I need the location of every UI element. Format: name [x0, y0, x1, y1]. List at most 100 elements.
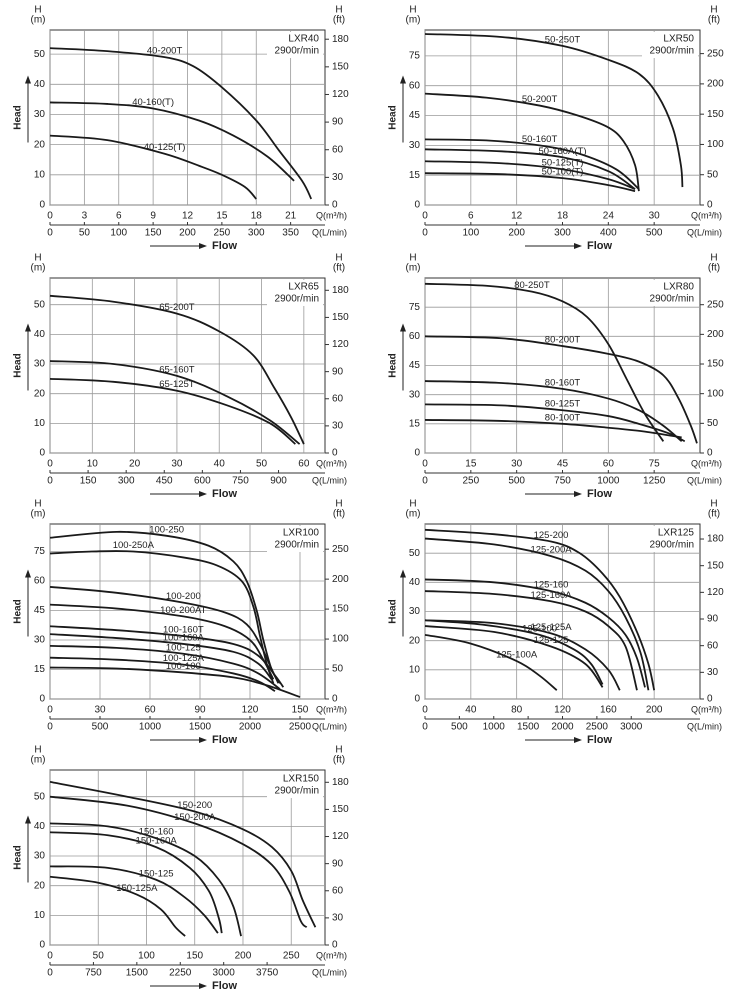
y-tick-label: 0	[39, 940, 45, 951]
x-axis-arrowhead	[199, 243, 207, 249]
pump-curve	[49, 656, 276, 692]
pump-curve	[424, 138, 640, 190]
x-axis-title: Flow	[587, 488, 612, 500]
y-axis-title: Head	[13, 845, 24, 869]
pump-curve	[424, 160, 636, 190]
x-axis-arrowhead	[574, 491, 582, 497]
x-tick-label: 12	[182, 211, 194, 222]
y-tick-label: 30	[409, 606, 421, 617]
pump-curve	[424, 578, 646, 688]
y-tick-label: 30	[409, 389, 421, 400]
x2-tick-label: 0	[422, 228, 428, 239]
y2-tick-label: 0	[332, 448, 338, 459]
y2-tick-label: 90	[707, 614, 719, 625]
y-tick-label: 10	[34, 418, 46, 429]
y2-unit: (ft)	[708, 15, 720, 26]
y2-tick-label: 250	[707, 299, 724, 310]
chart-title: LXR125	[658, 528, 695, 539]
x-axis-unit-label: Q(m³/h)	[691, 458, 722, 468]
x-tick-label: 45	[557, 459, 569, 470]
y2-tick-label: 150	[707, 359, 724, 370]
y2-tick-label: 0	[332, 694, 338, 705]
pump-curve	[49, 47, 313, 200]
chart-title: LXR100	[283, 528, 320, 539]
y-tick-label: 0	[414, 200, 420, 211]
x2-tick-label: 1000	[139, 722, 162, 733]
chart-subtitle: 2900r/min	[650, 46, 694, 57]
y2-tick-label: 0	[707, 448, 713, 459]
x-tick-label: 6	[116, 211, 122, 222]
y2-tick-label: 100	[332, 634, 349, 645]
y2-tick-label: 0	[332, 200, 338, 211]
y2-tick-label: 90	[332, 117, 344, 128]
x2-tick-label: 250	[462, 476, 479, 487]
y-tick-label: 0	[39, 200, 45, 211]
y-axis-arrowhead	[25, 569, 31, 578]
x2-tick-label: 1000	[483, 722, 506, 733]
pump-curve	[49, 294, 305, 445]
y-axis-arrowhead	[25, 75, 31, 84]
x-tick-label: 18	[251, 211, 263, 222]
pump-curve	[49, 377, 296, 445]
pump-curve	[49, 550, 275, 684]
x-tick-label: 60	[298, 459, 310, 470]
x2-tick-label: 3000	[620, 722, 643, 733]
y2-tick-label: 100	[707, 139, 724, 150]
y-tick-label: 45	[34, 605, 46, 616]
curve-label: 100-160T	[163, 625, 204, 636]
y2-tick-label: 0	[332, 940, 338, 951]
x-tick-label: 50	[93, 951, 105, 962]
x-tick-label: 15	[216, 211, 228, 222]
x-tick-label: 3	[82, 211, 88, 222]
x-tick-label: 18	[557, 211, 569, 222]
x2-tick-label: 250	[214, 228, 231, 239]
y-tick-label: 10	[34, 910, 46, 921]
y-tick-label: 50	[34, 49, 46, 60]
pump-curve	[49, 633, 273, 680]
x2-tick-label: 1000	[597, 476, 620, 487]
x-tick-label: 200	[235, 951, 252, 962]
y-tick-label: 30	[409, 140, 421, 151]
x2-tick-label: 350	[282, 228, 299, 239]
x-axis-title: Flow	[587, 240, 612, 252]
x2-tick-label: 900	[270, 476, 287, 487]
x-tick-label: 250	[283, 951, 300, 962]
y-tick-label: 45	[409, 110, 421, 121]
x2-tick-label: 50	[79, 228, 91, 239]
y-axis-title: Head	[13, 353, 24, 377]
y-label: H	[409, 253, 416, 264]
chart-subtitle: 2900r/min	[275, 294, 319, 305]
curve-label: 65-160T	[159, 364, 195, 375]
x2-tick-label: 300	[554, 228, 571, 239]
y-tick-label: 0	[414, 694, 420, 705]
x-tick-label: 30	[94, 705, 106, 716]
y2-tick-label: 90	[332, 366, 344, 377]
curve-label: 150-125A	[116, 883, 158, 894]
curve-label: 125-125	[534, 635, 569, 646]
y-tick-label: 75	[409, 302, 421, 313]
y2-tick-label: 200	[707, 329, 724, 340]
title-box	[267, 526, 323, 552]
y2-tick-label: 60	[332, 885, 344, 896]
pump-curve	[49, 134, 257, 200]
x-axis-title: Flow	[212, 240, 237, 252]
y-tick-label: 40	[34, 79, 46, 90]
y2-tick-label: 50	[332, 664, 344, 675]
pump-curve	[49, 360, 301, 445]
y-tick-label: 15	[409, 418, 421, 429]
y2-tick-label: 30	[332, 172, 344, 183]
y-label: H	[409, 499, 416, 510]
y2-label: H	[710, 253, 717, 264]
x-tick-label: 30	[171, 459, 183, 470]
pump-curve	[424, 403, 686, 443]
curve-label: 100-125A	[163, 653, 205, 664]
x2-tick-label: 3750	[256, 968, 279, 979]
x-tick-label: 0	[422, 705, 428, 716]
x-tick-label: 120	[554, 705, 571, 716]
chart-subtitle: 2900r/min	[275, 46, 319, 57]
curve-label: 100-100	[166, 661, 201, 672]
curve-label: 80-160T	[545, 377, 581, 388]
pump-curve	[49, 645, 281, 690]
pump-curve	[424, 92, 640, 192]
y2-tick-label: 60	[707, 640, 719, 651]
